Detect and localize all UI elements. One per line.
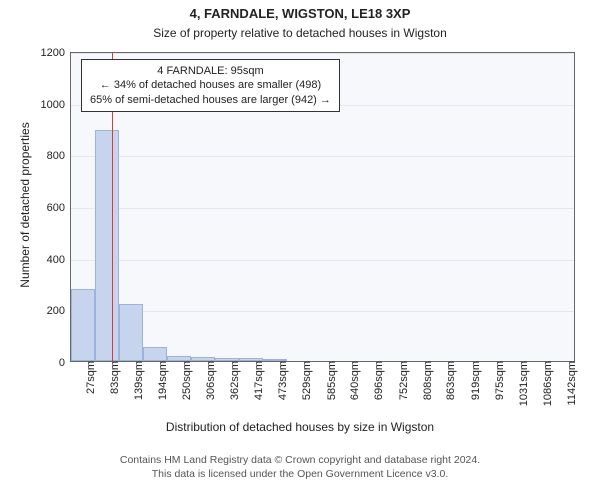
y-tick: 200 — [47, 305, 71, 317]
x-tick: 417sqm — [251, 361, 265, 400]
footer-line2: This data is licensed under the Open Gov… — [0, 468, 600, 482]
gridline — [71, 208, 574, 209]
chart-title: 4, FARNDALE, WIGSTON, LE18 3XP — [0, 6, 600, 21]
annotation-line2: ← 34% of detached houses are smaller (49… — [90, 78, 331, 92]
histogram-bar — [71, 289, 95, 361]
x-tick: 1142sqm — [564, 361, 578, 405]
x-tick: 696sqm — [371, 361, 385, 400]
y-axis-label: Number of detached properties — [18, 50, 32, 360]
y-tick: 0 — [59, 357, 71, 369]
gridline — [71, 156, 574, 157]
x-tick: 1031sqm — [516, 361, 530, 406]
annotation-line3: 65% of semi-detached houses are larger (… — [90, 93, 331, 107]
x-tick: 919sqm — [468, 361, 482, 400]
x-tick: 362sqm — [227, 361, 241, 400]
chart-subtitle: Size of property relative to detached ho… — [0, 26, 600, 40]
x-tick: 194sqm — [155, 361, 169, 400]
histogram-bar — [143, 347, 167, 361]
y-tick: 600 — [47, 202, 71, 214]
x-tick: 585sqm — [324, 361, 338, 400]
y-tick: 400 — [47, 254, 71, 266]
y-tick: 1000 — [41, 99, 71, 111]
y-tick: 800 — [47, 150, 71, 162]
y-tick: 1200 — [41, 47, 71, 59]
chart-container: 4, FARNDALE, WIGSTON, LE18 3XP Size of p… — [0, 0, 600, 500]
x-tick: 306sqm — [203, 361, 217, 400]
x-tick: 250sqm — [179, 361, 193, 400]
histogram-bar — [95, 130, 119, 361]
x-tick: 473sqm — [275, 361, 289, 400]
gridline — [71, 53, 574, 54]
footer-line1: Contains HM Land Registry data © Crown c… — [0, 454, 600, 468]
x-tick: 863sqm — [443, 361, 457, 400]
x-tick: 808sqm — [420, 361, 434, 400]
x-axis-label: Distribution of detached houses by size … — [0, 420, 600, 434]
x-tick: 975sqm — [492, 361, 506, 400]
x-tick: 139sqm — [131, 361, 145, 400]
x-tick: 1086sqm — [540, 361, 554, 406]
x-tick: 27sqm — [83, 361, 97, 394]
plot-area: 02004006008001000120027sqm83sqm139sqm194… — [70, 52, 575, 362]
x-tick: 752sqm — [396, 361, 410, 400]
x-tick: 529sqm — [299, 361, 313, 400]
annotation-line1: 4 FARNDALE: 95sqm — [90, 64, 331, 78]
annotation-box: 4 FARNDALE: 95sqm ← 34% of detached hous… — [81, 59, 340, 112]
gridline — [71, 260, 574, 261]
gridline — [71, 311, 574, 312]
x-tick: 640sqm — [347, 361, 361, 400]
footer: Contains HM Land Registry data © Crown c… — [0, 454, 600, 481]
histogram-bar — [119, 304, 143, 361]
x-tick: 83sqm — [107, 361, 121, 394]
